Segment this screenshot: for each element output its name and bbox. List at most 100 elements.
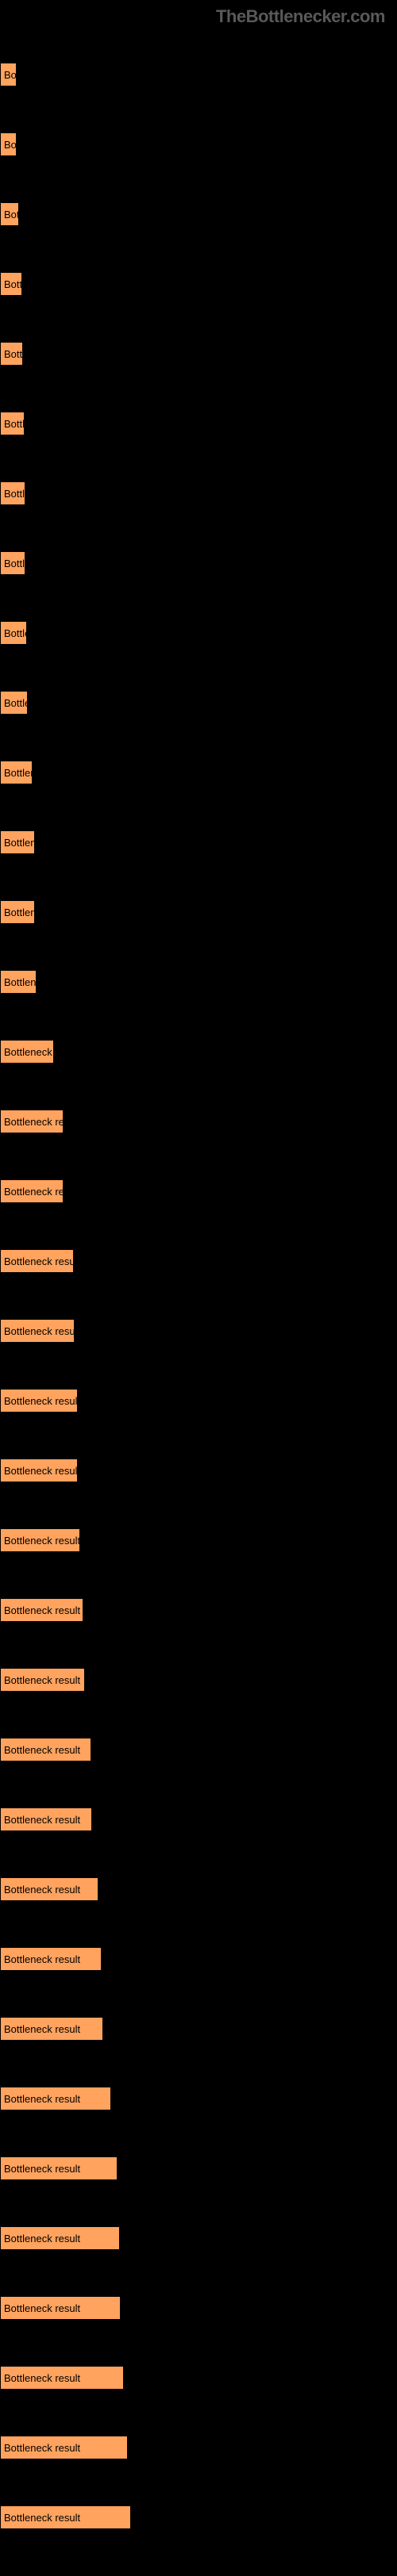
bar-label: Bottleneck result xyxy=(4,837,35,849)
bar-row: Bottleneck result xyxy=(0,1366,397,1436)
bar: Bottleneck result xyxy=(0,202,19,226)
bar-label: Bottleneck result xyxy=(4,2302,80,2314)
bar-label: Bottleneck result xyxy=(4,627,27,639)
bar: Bottleneck result xyxy=(0,1319,75,1343)
bar: Bottleneck result xyxy=(0,1807,92,1831)
bar-row: Bottleneck result xyxy=(0,807,397,877)
bar-row: Bottleneck result xyxy=(0,947,397,1017)
bar: Bottleneck result xyxy=(0,1110,64,1133)
bar: Bottleneck result xyxy=(0,2017,103,2041)
bar: Bottleneck result xyxy=(0,272,22,296)
bar: Bottleneck result xyxy=(0,2505,131,2529)
bar: Bottleneck result xyxy=(0,132,17,156)
bar: Bottleneck result xyxy=(0,2087,111,2110)
bar-row: Bottleneck result xyxy=(0,1017,397,1087)
bar-label: Bottleneck result xyxy=(4,2163,80,2175)
bar-row: Bottleneck result xyxy=(0,249,397,319)
bar-label: Bottleneck result xyxy=(4,1325,75,1337)
watermark-text: TheBottlenecker.com xyxy=(216,6,385,27)
bar-row: Bottleneck result xyxy=(0,179,397,249)
bar-row: Bottleneck result xyxy=(0,1784,397,1854)
bar-row: Bottleneck result xyxy=(0,389,397,458)
bar-label: Bottleneck result xyxy=(4,1395,78,1407)
bar: Bottleneck result xyxy=(0,1459,78,1482)
bar: Bottleneck result xyxy=(0,342,23,366)
bar-row: Bottleneck result xyxy=(0,40,397,109)
bar-row: Bottleneck result xyxy=(0,1436,397,1505)
bar-label: Bottleneck result xyxy=(4,1535,80,1547)
bar-row: Bottleneck result xyxy=(0,1505,397,1575)
bar-label: Bottleneck result xyxy=(4,2442,80,2454)
bar: Bottleneck result xyxy=(0,1528,80,1552)
bar-label: Bottleneck result xyxy=(4,418,25,430)
bar-chart: Bottleneck result Bottleneck result Bottle… xyxy=(0,0,397,2576)
bar: Bottleneck result xyxy=(0,900,35,924)
bar-label: Bottleneck result xyxy=(4,2372,80,2384)
bar: Bottleneck result xyxy=(0,830,35,854)
bar-label: Bottleneck result xyxy=(4,2093,80,2105)
bar-row: Bottleneck result xyxy=(0,2064,397,2133)
bar-label: Bottleneck result xyxy=(4,1884,80,1896)
bar-row: Bottleneck result xyxy=(0,668,397,738)
bar-label: Bottleneck result xyxy=(4,1953,80,1965)
bar: Bottleneck result xyxy=(0,970,37,994)
bar-label: Bottleneck result xyxy=(4,2233,80,2244)
bar-label: Bottleneck result xyxy=(4,278,22,290)
bar-row: Bottleneck result xyxy=(0,1994,397,2064)
bar-row: Bottleneck result xyxy=(0,458,397,528)
bar-label: Bottleneck result xyxy=(4,767,33,779)
bar: Bottleneck result xyxy=(0,1598,83,1622)
bar-label: Bottleneck result xyxy=(4,1814,80,1826)
bar-row: Bottleneck result xyxy=(0,598,397,668)
bar-row: Bottleneck result xyxy=(0,1296,397,1366)
bar-row: Bottleneck result xyxy=(0,528,397,598)
bar-label: Bottleneck result xyxy=(4,2023,80,2035)
bar: Bottleneck result xyxy=(0,2226,120,2250)
bar: Bottleneck result xyxy=(0,2436,128,2459)
bar: Bottleneck result xyxy=(0,481,25,505)
bar-row: Bottleneck result xyxy=(0,1854,397,1924)
bar-label: Bottleneck result xyxy=(4,1744,80,1756)
bar-label: Bottleneck result xyxy=(4,1674,80,1686)
bar: Bottleneck result xyxy=(0,621,27,645)
bar-row: Bottleneck result xyxy=(0,1226,397,1296)
bar: Bottleneck result xyxy=(0,1389,78,1413)
bar-row: Bottleneck result xyxy=(0,2413,397,2482)
bar: Bottleneck result xyxy=(0,761,33,784)
bar-label: Bottleneck result xyxy=(4,1116,64,1128)
bar-row: Bottleneck result xyxy=(0,1575,397,1645)
bar: Bottleneck result xyxy=(0,63,17,86)
bar: Bottleneck result xyxy=(0,412,25,435)
bar: Bottleneck result xyxy=(0,1738,91,1761)
bar-row: Bottleneck result xyxy=(0,2133,397,2203)
bar-label: Bottleneck result xyxy=(4,348,23,360)
bar: Bottleneck result xyxy=(0,691,28,715)
bar-label: Bottleneck result xyxy=(4,907,35,918)
bar-label: Bottleneck result xyxy=(4,1465,78,1477)
bar-row: Bottleneck result xyxy=(0,2343,397,2413)
bar-label: Bottleneck result xyxy=(4,488,25,500)
bar-label: Bottleneck result xyxy=(4,1604,80,1616)
bar-row: Bottleneck result xyxy=(0,1156,397,1226)
bar-label: Bottleneck result xyxy=(4,558,25,569)
bar-row: Bottleneck result xyxy=(0,1087,397,1156)
bar-row: Bottleneck result xyxy=(0,109,397,179)
bar: Bottleneck result xyxy=(0,1947,102,1971)
bar-label: Bottleneck result xyxy=(4,69,17,81)
bar-label: Bottleneck result xyxy=(4,976,37,988)
bar: Bottleneck result xyxy=(0,2296,121,2320)
bar-row: Bottleneck result xyxy=(0,738,397,807)
bar-label: Bottleneck result xyxy=(4,1186,64,1198)
bar-label: Bottleneck result xyxy=(4,139,17,151)
bar: Bottleneck result xyxy=(0,2366,124,2390)
bar: Bottleneck result xyxy=(0,1877,98,1901)
bar-label: Bottleneck result xyxy=(4,697,28,709)
bar: Bottleneck result xyxy=(0,1040,54,1064)
bar-row: Bottleneck result xyxy=(0,2203,397,2273)
bar-row: Bottleneck result xyxy=(0,1924,397,1994)
bar: Bottleneck result xyxy=(0,1179,64,1203)
bar: Bottleneck result xyxy=(0,2156,118,2180)
bar: Bottleneck result xyxy=(0,1249,74,1273)
bar-row: Bottleneck result xyxy=(0,1645,397,1715)
bar-label: Bottleneck result xyxy=(4,209,19,220)
